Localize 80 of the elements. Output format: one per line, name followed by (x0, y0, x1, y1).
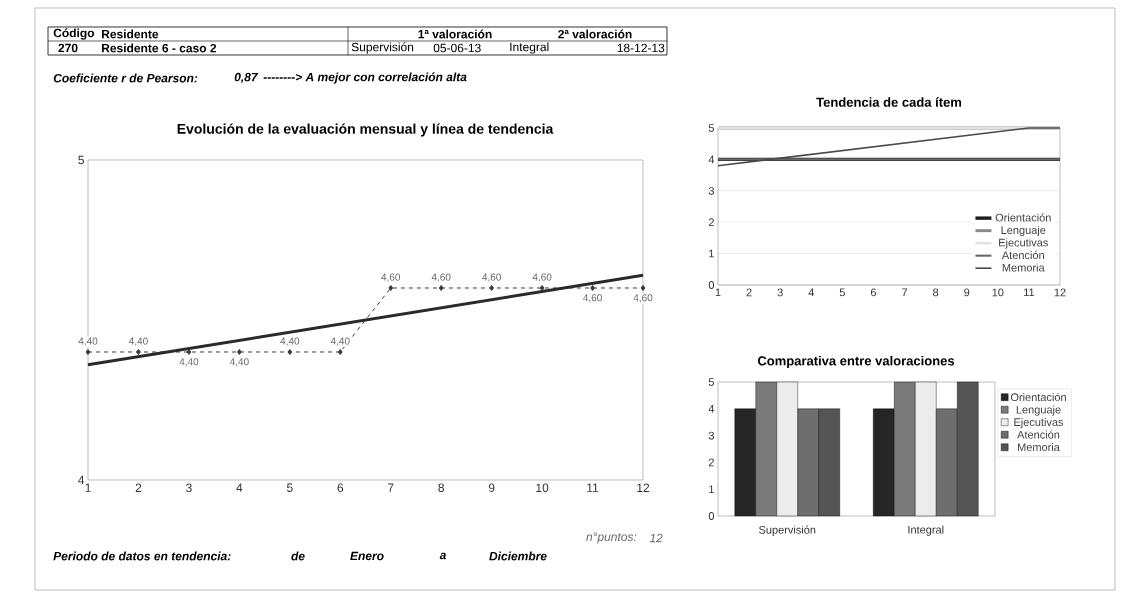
text: Periodo de datos en tendencia: (53, 551, 231, 561)
data-label: 4,60 (532, 273, 552, 282)
chart-title: Comparativa entre valoraciones (757, 355, 955, 369)
x-tick-label: 8 (438, 483, 444, 493)
x-tick-label: 7 (388, 483, 394, 492)
data-label: 4,40 (330, 337, 350, 346)
text: 12 (649, 533, 663, 543)
text: a (439, 552, 446, 560)
legend-label: Ejecutivas (1014, 417, 1064, 429)
legend-label: Orientación (995, 213, 1051, 222)
chart-title: Evolución de la evaluación mensual y línea de tendencia (177, 123, 554, 137)
text: Diciembre (489, 551, 547, 561)
text: Código (53, 28, 95, 40)
y-tick-label: 0 (708, 281, 715, 289)
text: Residente 6 - caso 2 (102, 43, 217, 53)
text: 1ª valoración (418, 29, 492, 39)
data-label: 4,40 (128, 337, 148, 346)
data-label: 4,60 (431, 273, 451, 282)
data-label: 4,40 (179, 358, 199, 367)
text: 270 (58, 43, 78, 53)
x-tick-label: 11 (1024, 288, 1035, 297)
x-tick-label: 12 (1054, 288, 1066, 297)
y-tick-label: 2 (708, 218, 714, 227)
legend-label: Atención (1001, 250, 1044, 260)
legend-label: Orientación (1010, 392, 1066, 402)
text: n°puntos: (586, 532, 637, 544)
legend-label: Lenguaje (1016, 405, 1061, 416)
y-tick-label: 3 (708, 431, 714, 440)
x-tick-label: 4 (808, 288, 815, 297)
x-tick-label: 5 (839, 288, 845, 297)
y-tick-label: 5 (708, 378, 714, 386)
x-tick-label: 10 (992, 288, 1004, 297)
y-tick-label: 1 (709, 249, 714, 258)
data-label: 4,60 (583, 294, 602, 303)
text: Residente (102, 29, 159, 39)
text: 0,87 (234, 72, 259, 84)
x-tick-label: 12 (637, 483, 650, 492)
data-label: 4,40 (229, 358, 249, 367)
text: --------> A mejor con correlación alta (263, 72, 467, 84)
y-tick-label: 0 (708, 512, 715, 520)
legend-label: Memoria (1018, 443, 1060, 452)
legend-label: Memoria (1002, 263, 1045, 272)
x-tick-label: 8 (933, 288, 939, 297)
text: Integral (510, 42, 549, 54)
x-tick-label: 9 (964, 288, 970, 297)
text: 05-06-13 (433, 43, 481, 53)
x-tick-label: 2 (135, 483, 142, 492)
y-tick-label: 3 (708, 186, 714, 195)
chart-title: Tendencia de cada ítem (816, 97, 962, 107)
x-tick-label: 6 (337, 483, 344, 493)
x-tick-label: 9 (488, 483, 495, 493)
data-label: 4,60 (381, 273, 401, 282)
text: 18-12-13 (617, 43, 665, 53)
x-tick-label: 1 (85, 483, 91, 492)
data-label: 4,40 (78, 337, 98, 346)
legend-label: Ejecutivas (999, 238, 1048, 249)
x-tick-label: 3 (777, 288, 783, 297)
y-tick-label: 5 (708, 124, 714, 132)
x-tick-label: 10 (536, 483, 549, 493)
x-tick-label: 11 (587, 483, 599, 492)
text: de (291, 551, 305, 561)
legend-label: Atención (1017, 430, 1060, 439)
y-tick-label: 4 (708, 155, 715, 164)
data-label: 4,60 (633, 294, 653, 303)
text: 2ª valoración (558, 29, 632, 39)
data-label: 4,40 (280, 337, 300, 346)
x-tick-label: 1 (715, 288, 721, 297)
x-tick-label: 2 (746, 288, 752, 297)
y-tick-label: 2 (708, 458, 714, 467)
x-tick-label: 5 (286, 483, 293, 492)
y-tick-label: 4 (708, 405, 715, 413)
text: Supervisión (351, 42, 414, 54)
legend-label: Lenguaje (1001, 225, 1046, 237)
x-tick-label: 6 (870, 288, 877, 297)
x-tick-label: 3 (186, 483, 192, 493)
x-tick-label: 7 (902, 288, 908, 297)
data-label: 4,60 (482, 273, 501, 282)
text: Enero (350, 551, 384, 561)
x-tick-label: 4 (236, 483, 243, 492)
text: Coeficiente r de Pearson: (53, 73, 198, 83)
